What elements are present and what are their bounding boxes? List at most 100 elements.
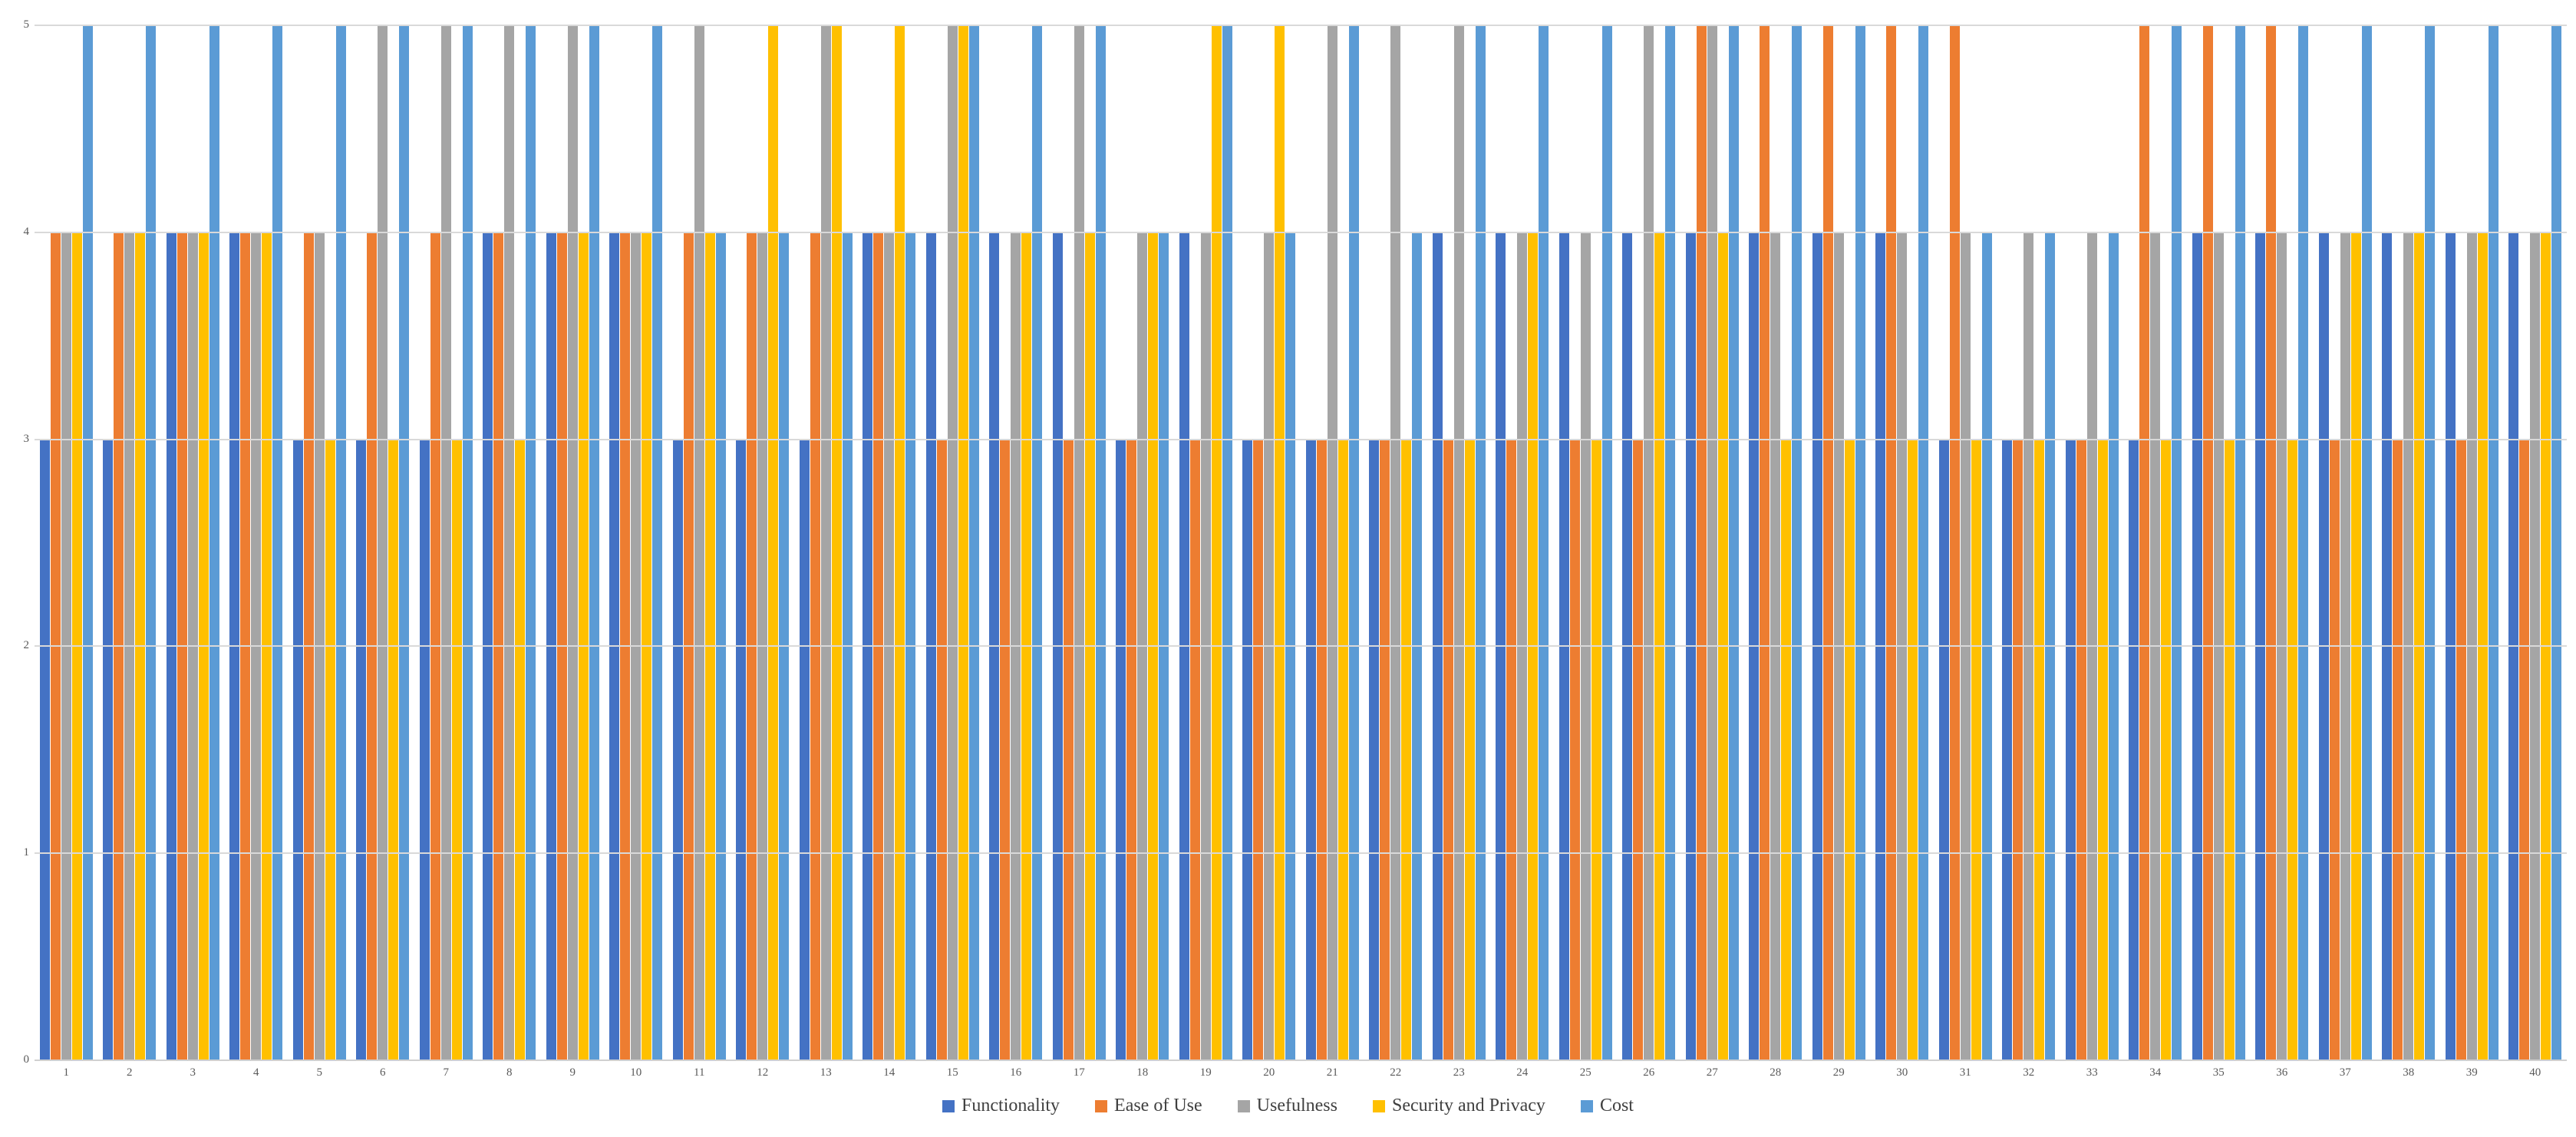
bar-functionality-34 — [2129, 439, 2139, 1060]
bar-ease-of-use-39 — [2456, 439, 2466, 1060]
y-axis-tick-0: 0 — [23, 1053, 30, 1066]
legend-item-security-and-privacy: Security and Privacy — [1372, 1096, 1545, 1116]
bar-group-11 — [668, 25, 731, 1060]
bar-ease-of-use-30 — [1886, 25, 1897, 1060]
bar-cost-7 — [462, 25, 473, 1060]
bar-cost-28 — [1792, 25, 1803, 1060]
bar-usefulness-11 — [694, 25, 704, 1060]
x-axis-tick-30: 30 — [1896, 1066, 1908, 1079]
bar-security-and-privacy-23 — [1464, 439, 1475, 1060]
bar-functionality-21 — [1305, 439, 1316, 1060]
x-axis-tick-28: 28 — [1770, 1066, 1782, 1079]
x-axis-tick-7: 7 — [443, 1066, 450, 1079]
bar-ease-of-use-31 — [1949, 25, 1960, 1060]
bar-security-and-privacy-31 — [1971, 439, 1981, 1060]
legend-label: Functionality — [961, 1096, 1060, 1116]
bar-group-26 — [1618, 25, 1681, 1060]
bar-security-and-privacy-35 — [2224, 439, 2235, 1060]
bar-group-17 — [1047, 25, 1111, 1060]
bar-security-and-privacy-30 — [1908, 439, 1918, 1060]
x-axis-tick-5: 5 — [316, 1066, 323, 1079]
bar-functionality-33 — [2065, 439, 2076, 1060]
legend-item-ease-of-use: Ease of Use — [1095, 1096, 1202, 1116]
x-axis-tick-29: 29 — [1832, 1066, 1845, 1079]
bar-group-4 — [225, 25, 289, 1060]
gridline-y-5 — [35, 25, 2567, 26]
legend-label: Cost — [1599, 1096, 1634, 1116]
gridline-y-4 — [35, 231, 2567, 233]
bar-group-15 — [921, 25, 985, 1060]
bar-security-and-privacy-8 — [515, 439, 526, 1060]
bar-usefulness-17 — [1074, 25, 1084, 1060]
bar-group-37 — [2314, 25, 2377, 1060]
bar-cost-25 — [1601, 25, 1612, 1060]
bar-group-32 — [1997, 25, 2061, 1060]
bar-group-27 — [1681, 25, 1744, 1060]
gridline-y-0 — [35, 1060, 2567, 1061]
bar-security-and-privacy-6 — [388, 439, 399, 1060]
bar-group-3 — [161, 25, 225, 1060]
bar-ease-of-use-22 — [1380, 439, 1390, 1060]
x-axis-tick-14: 14 — [883, 1066, 895, 1079]
legend-swatch-icon — [942, 1099, 955, 1112]
bar-ease-of-use-40 — [2519, 439, 2530, 1060]
bar-group-30 — [1871, 25, 1934, 1060]
bar-group-21 — [1301, 25, 1364, 1060]
bar-security-and-privacy-15 — [958, 25, 968, 1060]
y-axis-tick-5: 5 — [23, 18, 30, 31]
bar-cost-29 — [1855, 25, 1865, 1060]
bar-ease-of-use-18 — [1126, 439, 1137, 1060]
bar-group-7 — [414, 25, 478, 1060]
bar-group-34 — [2124, 25, 2188, 1060]
x-axis-tick-35: 35 — [2212, 1066, 2225, 1079]
x-axis-tick-34: 34 — [2149, 1066, 2162, 1079]
bar-cost-30 — [1918, 25, 1929, 1060]
bar-ease-of-use-25 — [1569, 439, 1580, 1060]
bar-security-and-privacy-13 — [831, 25, 842, 1060]
bar-ease-of-use-26 — [1633, 439, 1644, 1060]
bar-cost-35 — [2235, 25, 2245, 1060]
bar-functionality-18 — [1116, 439, 1126, 1060]
bar-functionality-22 — [1369, 439, 1380, 1060]
x-axis-tick-18: 18 — [1136, 1066, 1149, 1079]
x-axis-labels: 1 2 3 4 5 6 7 8 9 10 11 12 13 14 15 16 17 18 19 20 21 22 23 24 2… — [35, 1066, 2567, 1079]
bar-group-25 — [1554, 25, 1618, 1060]
bar-group-38 — [2377, 25, 2441, 1060]
bar-cost-24 — [1539, 25, 1549, 1060]
bar-cost-21 — [1348, 25, 1359, 1060]
gridline-y-1 — [35, 852, 2567, 855]
bar-usefulness-9 — [567, 25, 578, 1060]
bar-cost-37 — [2361, 25, 2372, 1060]
bar-ease-of-use-32 — [2013, 439, 2024, 1060]
legend-item-functionality: Functionality — [942, 1096, 1060, 1116]
bar-group-40 — [2504, 25, 2568, 1060]
bar-security-and-privacy-28 — [1781, 439, 1792, 1060]
bar-security-and-privacy-22 — [1401, 439, 1412, 1060]
y-axis-tick-1: 1 — [23, 846, 30, 859]
x-axis-tick-23: 23 — [1453, 1066, 1465, 1079]
legend-swatch-icon — [1372, 1099, 1385, 1112]
bar-group-13 — [794, 25, 858, 1060]
bar-functionality-20 — [1242, 439, 1253, 1060]
bar-security-and-privacy-14 — [895, 25, 905, 1060]
bar-functionality-6 — [356, 439, 367, 1060]
bar-ease-of-use-23 — [1443, 439, 1453, 1060]
bar-cost-38 — [2425, 25, 2436, 1060]
bar-group-29 — [1807, 25, 1871, 1060]
bar-group-39 — [2440, 25, 2504, 1060]
bar-usefulness-21 — [1327, 25, 1337, 1060]
x-axis-tick-20: 20 — [1263, 1066, 1275, 1079]
bar-ease-of-use-15 — [936, 439, 947, 1060]
plot-area — [35, 25, 2568, 1061]
x-axis-tick-12: 12 — [757, 1066, 769, 1079]
bar-usefulness-22 — [1390, 25, 1401, 1060]
bar-ease-of-use-36 — [2266, 25, 2277, 1060]
bar-cost-36 — [2298, 25, 2309, 1060]
bar-group-1 — [35, 25, 98, 1060]
y-axis-tick-3: 3 — [23, 432, 30, 445]
legend-swatch-icon — [1580, 1099, 1593, 1112]
bar-functionality-12 — [736, 439, 747, 1060]
bar-ease-of-use-20 — [1253, 439, 1264, 1060]
bar-ease-of-use-16 — [1000, 439, 1011, 1060]
legend-item-cost: Cost — [1580, 1096, 1634, 1116]
